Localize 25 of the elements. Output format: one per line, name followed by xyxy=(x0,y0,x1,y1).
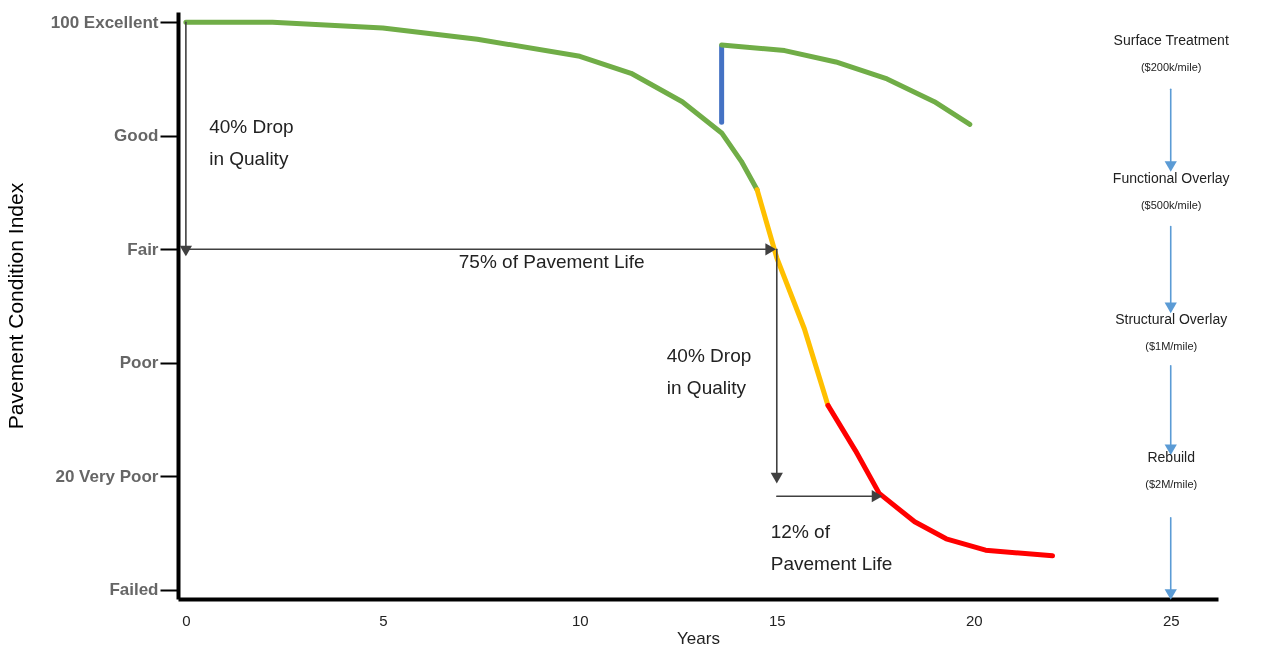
y-tick-label: Failed xyxy=(109,580,159,600)
y-tick-label: Poor xyxy=(119,353,159,373)
y-tick-label: Fair xyxy=(127,239,159,259)
annotation: Functional Overlay xyxy=(1112,170,1230,187)
annotation: Structural Overlay xyxy=(1115,311,1228,328)
annotation: ($200k/mile) xyxy=(1140,60,1202,73)
x-tick-label: 5 xyxy=(379,611,388,629)
annotation: ($500k/mile) xyxy=(1140,198,1202,211)
annotation: Surface Treatment xyxy=(1113,32,1229,49)
y-tick-label: Good xyxy=(114,126,159,146)
y-tick-label: 100 Excellent xyxy=(50,12,159,32)
annotation: 12% of Pavement Life xyxy=(770,520,893,574)
x-tick-label: 25 xyxy=(1162,611,1180,629)
annotation: ($2M/mile) xyxy=(1145,477,1198,490)
y-tick-label: 20 Very Poor xyxy=(55,466,159,486)
x-tick-label: 10 xyxy=(571,611,589,629)
x-axis-title: Years xyxy=(677,628,720,648)
annotation: 40% Drop in Quality xyxy=(209,115,294,169)
annotation: 75% of Pavement Life xyxy=(458,250,645,272)
x-tick-label: 15 xyxy=(768,611,786,629)
y-axis-title: Pavement Condition Index xyxy=(4,182,28,430)
annotation: 40% Drop in Quality xyxy=(666,344,752,398)
annotation: ($1M/mile) xyxy=(1145,339,1198,352)
x-tick-label: 20 xyxy=(965,611,983,629)
x-tick-label: 0 xyxy=(182,611,191,629)
